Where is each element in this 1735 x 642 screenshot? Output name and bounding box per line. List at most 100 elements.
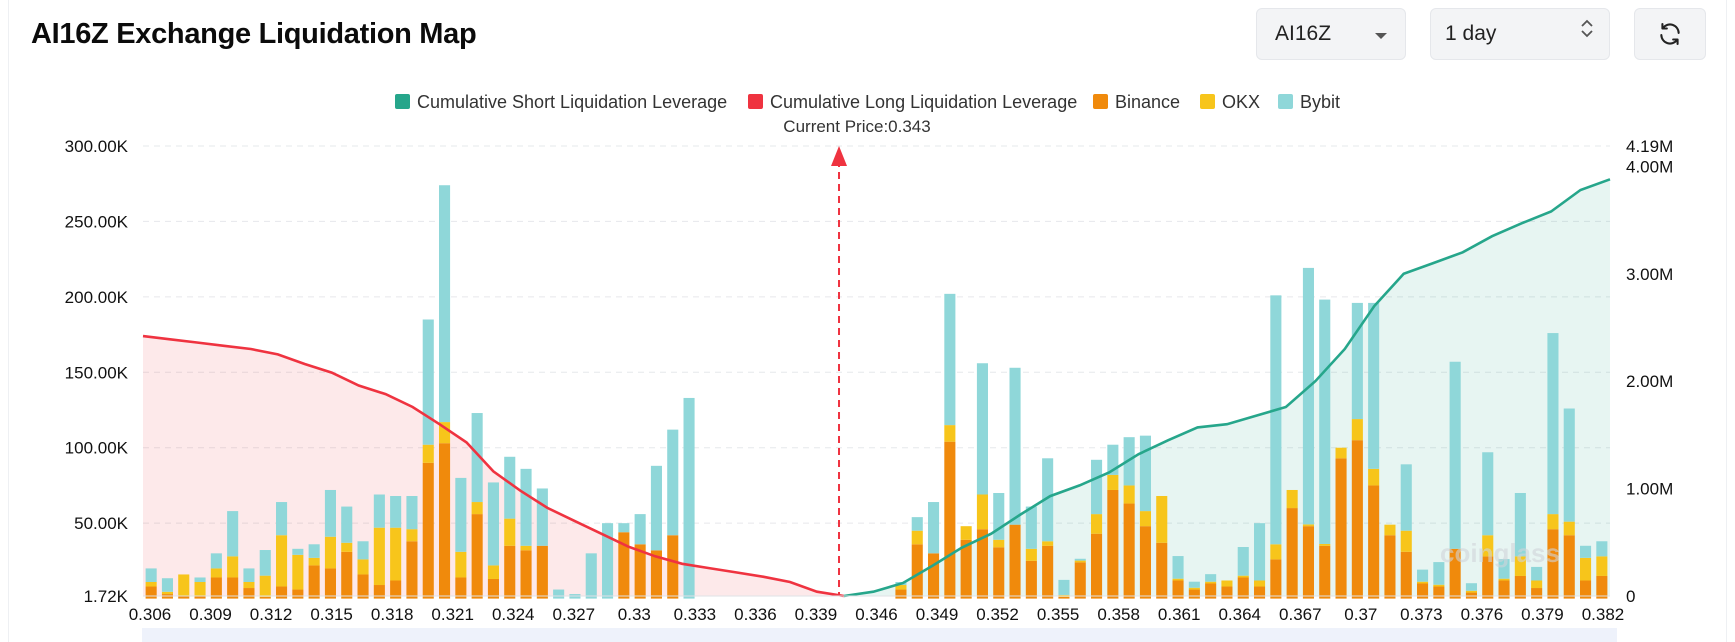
x-tick-label: 0.364 bbox=[1218, 605, 1261, 624]
bar-okx bbox=[1074, 560, 1086, 563]
bar-okx bbox=[1335, 447, 1347, 459]
bar-okx bbox=[471, 502, 483, 515]
bar-okx bbox=[1400, 530, 1412, 552]
bar-okx bbox=[911, 530, 923, 545]
bar-okx bbox=[487, 565, 499, 579]
watermark-text: coinglass bbox=[1440, 538, 1560, 568]
bar-binance bbox=[308, 565, 320, 599]
refresh-button[interactable] bbox=[1634, 8, 1706, 60]
bar-bybit bbox=[1351, 302, 1363, 420]
bar-bybit bbox=[390, 496, 402, 528]
bars bbox=[145, 185, 1608, 599]
bar-bybit bbox=[650, 465, 662, 551]
x-tick-label: 0.37 bbox=[1344, 605, 1377, 624]
bar-binance bbox=[1107, 489, 1119, 599]
bar-bybit bbox=[227, 511, 239, 557]
y-left-tick-label: 150.00K bbox=[65, 363, 129, 382]
bar-binance bbox=[1319, 545, 1331, 599]
bar-binance bbox=[1091, 533, 1103, 599]
bar-bybit bbox=[1302, 267, 1314, 525]
bar-binance bbox=[1058, 596, 1070, 599]
bar-binance bbox=[422, 462, 434, 599]
bar-binance bbox=[1074, 562, 1086, 599]
scroll-track[interactable] bbox=[142, 628, 1617, 642]
bar-binance bbox=[1009, 524, 1021, 599]
bar-okx bbox=[960, 526, 972, 540]
x-tick-label: 0.361 bbox=[1158, 605, 1201, 624]
x-tick-label: 0.349 bbox=[916, 605, 959, 624]
legend-label: Cumulative Long Liquidation Leverage bbox=[770, 92, 1077, 112]
bar-bybit bbox=[1205, 574, 1217, 582]
bar-bybit bbox=[1449, 361, 1461, 549]
bar-bybit bbox=[1254, 523, 1266, 581]
x-tick-label: 0.333 bbox=[674, 605, 717, 624]
bar-okx bbox=[1384, 524, 1396, 536]
bar-bybit bbox=[1482, 452, 1494, 536]
x-tick-label: 0.309 bbox=[189, 605, 232, 624]
bar-bybit bbox=[324, 489, 336, 537]
bar-okx bbox=[1433, 584, 1445, 587]
bar-bybit bbox=[422, 319, 434, 445]
x-tick-label: 0.321 bbox=[431, 605, 474, 624]
short-area bbox=[843, 179, 1610, 597]
bar-binance bbox=[895, 589, 907, 599]
bar-okx bbox=[406, 529, 418, 542]
bar-okx bbox=[1514, 556, 1526, 576]
bar-okx bbox=[1042, 541, 1054, 546]
bar-bybit bbox=[1091, 459, 1103, 515]
x-tick-label: 0.318 bbox=[371, 605, 414, 624]
short-line bbox=[843, 178, 1611, 598]
time-range-select[interactable]: 1 day bbox=[1430, 8, 1610, 60]
bar-okx bbox=[145, 581, 157, 587]
bar-bybit bbox=[634, 514, 646, 545]
bar-bybit bbox=[1433, 562, 1445, 585]
bar-okx bbox=[324, 536, 336, 569]
bar-okx bbox=[1465, 590, 1477, 593]
current-price-label: Current Price:0.343 bbox=[783, 117, 930, 136]
bar-binance bbox=[324, 568, 336, 599]
bar-binance bbox=[341, 551, 353, 599]
bar-binance bbox=[1302, 526, 1314, 599]
bar-binance bbox=[993, 547, 1005, 599]
coin-select[interactable]: AI16Z bbox=[1256, 8, 1406, 60]
bar-bybit bbox=[1514, 492, 1526, 557]
bar-binance bbox=[1580, 580, 1592, 599]
bar-binance bbox=[210, 577, 222, 599]
bar-binance bbox=[634, 544, 646, 599]
bar-bybit bbox=[1417, 569, 1429, 582]
bar-binance bbox=[292, 589, 304, 599]
bar-okx bbox=[1237, 575, 1249, 578]
bar-bybit bbox=[373, 494, 385, 528]
bar-binance bbox=[1514, 575, 1526, 599]
bar-binance bbox=[1042, 545, 1054, 599]
bar-binance bbox=[1237, 577, 1249, 599]
bar-okx bbox=[276, 535, 288, 587]
x-tick-label: 0.324 bbox=[492, 605, 535, 624]
bar-binance bbox=[911, 544, 923, 599]
bar-binance bbox=[1172, 580, 1184, 599]
bar-bybit bbox=[455, 477, 467, 552]
bar-okx bbox=[243, 581, 255, 589]
x-axis: 0.306 0.309 0.312 0.315 0.318 0.321 0.324 0.327… bbox=[129, 595, 1624, 624]
bar-binance bbox=[1400, 551, 1412, 599]
bar-okx bbox=[1531, 580, 1543, 589]
bar-bybit bbox=[553, 589, 565, 599]
bar-binance bbox=[145, 586, 157, 599]
coin-select-value: AI16Z bbox=[1275, 22, 1332, 45]
bar-okx bbox=[1091, 514, 1103, 534]
bar-bybit bbox=[1237, 546, 1249, 576]
bar-binance bbox=[504, 545, 516, 599]
long-area bbox=[143, 336, 844, 596]
bar-okx bbox=[1156, 496, 1168, 543]
x-tick-label: 0.352 bbox=[976, 605, 1019, 624]
bar-binance bbox=[928, 553, 940, 599]
chart-legend: Cumulative Short Liquidation Leverage Cum… bbox=[395, 92, 1340, 112]
chevron-down-icon bbox=[1375, 33, 1387, 39]
current-price-line bbox=[831, 146, 848, 596]
bar-binance bbox=[439, 443, 451, 599]
x-tick-label: 0.379 bbox=[1521, 605, 1564, 624]
bar-okx bbox=[1482, 535, 1494, 557]
bar-bybit bbox=[1025, 506, 1037, 549]
bar-bybit bbox=[993, 492, 1005, 540]
